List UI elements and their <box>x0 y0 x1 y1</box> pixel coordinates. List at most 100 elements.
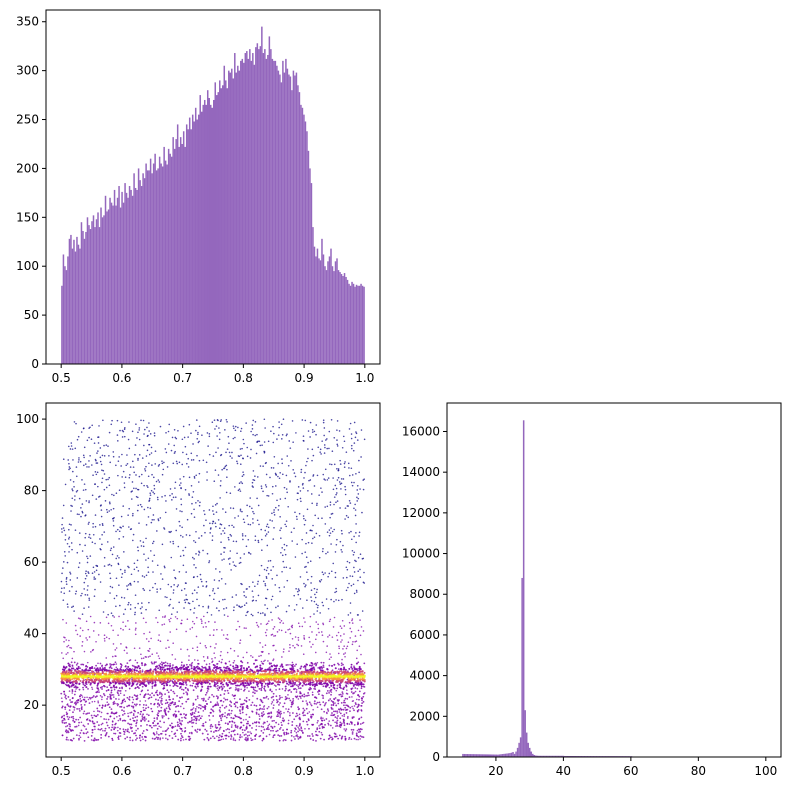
scatter-point <box>60 580 63 583</box>
histogram-bar <box>343 273 346 364</box>
scatter-point <box>289 644 291 646</box>
scatter-point <box>337 631 340 634</box>
scatter-point <box>100 715 102 718</box>
scatter-point <box>202 459 205 462</box>
scatter-point <box>310 582 312 584</box>
scatter-point <box>146 723 148 726</box>
scatter-point <box>212 520 215 523</box>
scatter-point <box>279 590 281 593</box>
scatter-point <box>66 715 69 718</box>
scatter-point <box>110 547 113 550</box>
histogram-bar <box>112 205 114 364</box>
scatter-point <box>297 639 300 641</box>
scatter-point <box>179 739 182 742</box>
scatter-point <box>109 572 111 575</box>
scatter-point <box>208 453 211 456</box>
scatter-point <box>197 433 199 436</box>
scatter-point <box>211 421 214 423</box>
scatter-point <box>132 719 135 722</box>
scatter-point <box>202 605 204 608</box>
scatter-point <box>112 701 115 704</box>
scatter-point <box>309 664 311 667</box>
scatter-point <box>104 500 107 502</box>
scatter-point <box>272 692 275 695</box>
scatter-point <box>217 739 220 742</box>
scatter-point <box>174 576 176 579</box>
histogram-bar <box>163 146 165 364</box>
scatter-point <box>165 684 168 687</box>
scatter-point <box>162 730 164 732</box>
scatter-point <box>153 434 156 437</box>
scatter-point <box>224 465 227 468</box>
scatter-point <box>255 711 258 714</box>
scatter-point <box>266 566 269 569</box>
scatter-point <box>228 704 231 706</box>
scatter-point <box>200 622 203 625</box>
scatter-point <box>157 714 159 717</box>
histogram-bar <box>208 98 210 364</box>
scatter-point <box>266 607 269 610</box>
scatter-point <box>198 550 200 553</box>
scatter-point <box>156 652 158 654</box>
scatter-point <box>310 589 313 592</box>
scatter-point <box>132 714 135 716</box>
scatter-point <box>205 691 208 694</box>
scatter-point <box>68 545 71 548</box>
scatter-point <box>77 566 80 569</box>
scatter-point <box>322 661 325 664</box>
scatter-point <box>227 723 229 726</box>
scatter-point <box>126 462 129 465</box>
scatter-point <box>124 665 127 668</box>
scatter-point <box>83 581 86 584</box>
scatter-point <box>258 715 261 717</box>
scatter-point <box>91 716 94 719</box>
scatter-point <box>114 649 117 651</box>
scatter-point <box>317 689 320 692</box>
histogram-bar <box>225 80 227 364</box>
scatter-point <box>332 684 335 687</box>
histogram-bar <box>279 74 281 364</box>
scatter-point <box>332 477 334 479</box>
scatter-point <box>155 617 157 619</box>
scatter-point <box>120 527 122 529</box>
scatter-point <box>110 691 113 694</box>
scatter-point <box>260 712 263 715</box>
scatter-point <box>159 517 162 519</box>
scatter-point <box>353 571 356 573</box>
scatter-point <box>326 708 329 711</box>
scatter-point <box>330 570 333 573</box>
histogram-bar <box>327 261 329 364</box>
scatter-point <box>343 625 346 627</box>
scatter-point <box>141 718 144 721</box>
scatter-point <box>108 476 111 479</box>
scatter-point <box>295 603 298 606</box>
scatter-point <box>243 594 246 597</box>
scatter-point <box>293 718 296 721</box>
scatter-point <box>353 507 355 510</box>
scatter-point <box>198 425 201 428</box>
scatter-point <box>183 607 185 609</box>
scatter-point <box>259 707 262 710</box>
scatter-point <box>165 714 168 716</box>
scatter-point <box>111 720 114 723</box>
scatter-point <box>279 702 281 704</box>
scatter-point <box>199 717 202 720</box>
scatter-point <box>68 639 70 642</box>
scatter-point <box>299 691 301 693</box>
scatter-point <box>184 601 187 604</box>
scatter-point <box>107 564 110 566</box>
scatter-point <box>219 726 222 729</box>
scatter-point <box>97 485 99 488</box>
scatter-point <box>292 441 294 443</box>
scatter-point <box>179 722 181 725</box>
scatter-point <box>339 717 342 720</box>
scatter-point <box>175 529 178 532</box>
histogram-bar <box>244 53 247 365</box>
scatter-point <box>245 733 247 736</box>
scatter-point <box>195 530 197 533</box>
scatter-point <box>133 471 135 474</box>
scatter-point <box>187 689 190 692</box>
histogram-bar <box>191 114 194 364</box>
scatter-point <box>202 585 204 587</box>
scatter-point <box>267 660 269 662</box>
